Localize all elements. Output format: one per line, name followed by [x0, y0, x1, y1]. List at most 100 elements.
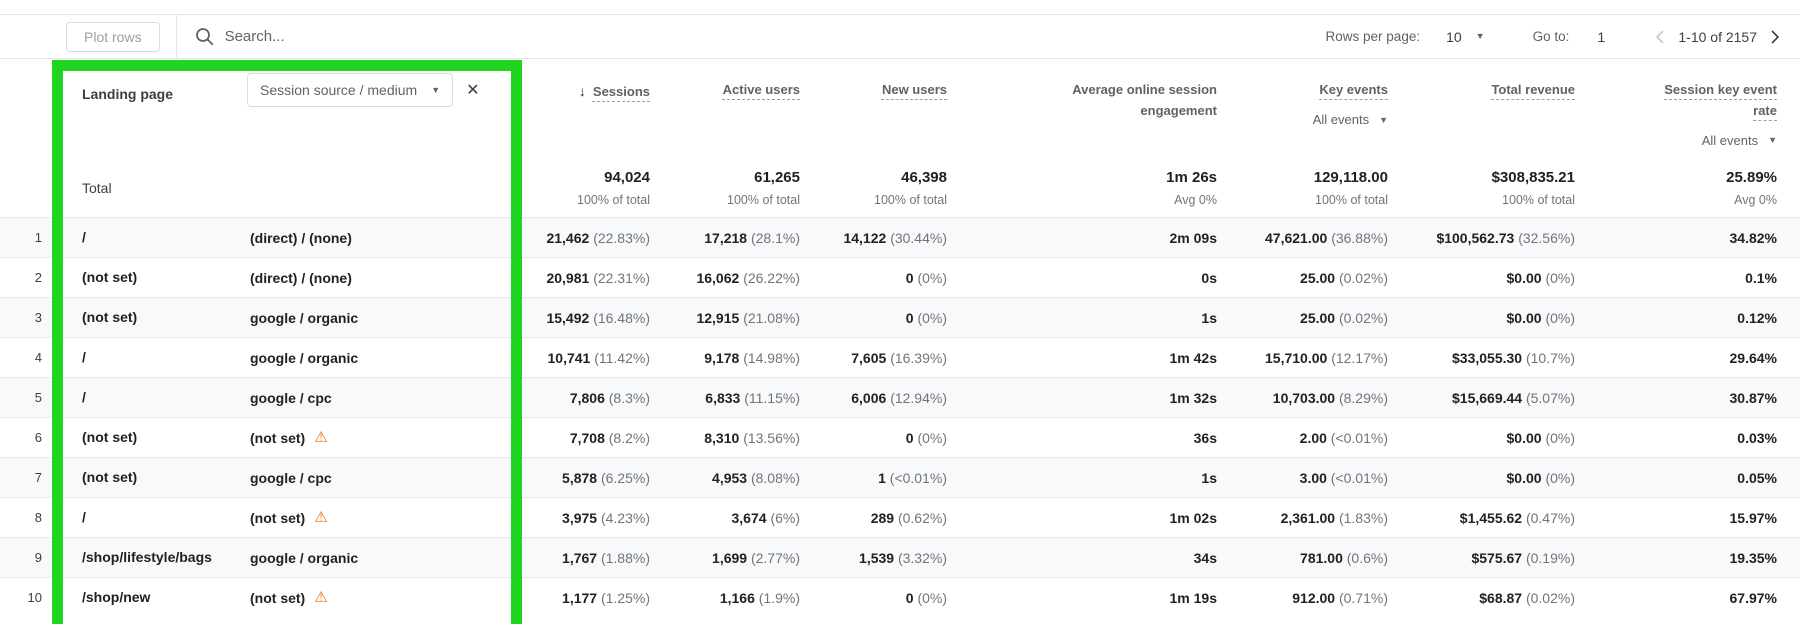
table-row: 4/google / organic 10,741 (11.42%) 9,178 (… [0, 337, 1800, 377]
metric-value: 20,981 [546, 269, 590, 286]
metric-value: 34s [1193, 549, 1217, 566]
sessions-cell: 1,767 (1.88%) [455, 550, 650, 566]
metric-share: (12.94%) [890, 389, 947, 406]
landing-page-column-header[interactable]: Landing page [82, 86, 173, 102]
sessions-header-label-line: ↓ Sessions [455, 80, 650, 103]
metric-value: 25.00 [1300, 309, 1336, 326]
total-value: 1m 26s [1166, 169, 1217, 186]
sessions-cell: 20,981 (22.31%) [455, 270, 650, 286]
metric-share: (1.25%) [600, 589, 650, 606]
avg-session-engagement-header-label: Average online session engagement [1072, 82, 1217, 118]
source-medium-cell: (direct) / (none) [230, 270, 455, 286]
metric-value: 1s [1201, 309, 1217, 326]
search-input[interactable] [224, 28, 645, 45]
metric-value: 0 [905, 429, 914, 446]
key-events-cell: 10,703.00 (8.29%) [1217, 390, 1388, 406]
metric-share: (8.2%) [608, 429, 650, 446]
metric-share: (1.83%) [1338, 509, 1388, 526]
session-key-event-rate-cell: 0.05% [1575, 470, 1777, 486]
source-medium-cell: google / organic [230, 350, 455, 366]
metric-value: 1m 42s [1169, 349, 1217, 366]
metric-value: 0 [905, 309, 914, 326]
active-users-column-header[interactable]: Active users [650, 59, 800, 101]
sessions-cell: 21,462 (22.83%) [455, 230, 650, 246]
plot-rows-button[interactable]: Plot rows [66, 21, 160, 52]
metric-value: 1,539 [859, 549, 895, 566]
key-events-column-header[interactable]: Key events All events ▼ [1217, 59, 1388, 131]
metric-share: (0.47%) [1525, 509, 1575, 526]
secondary-dimension-value: Session source / medium [260, 82, 418, 98]
new-users-cell: 14,122 (30.44%) [800, 230, 947, 246]
metric-share: (22.31%) [593, 269, 650, 286]
key-events-header-label-line: Key events [1217, 80, 1388, 101]
metric-share: (22.83%) [593, 229, 650, 246]
metric-share: (8.08%) [750, 469, 800, 486]
metric-share: (28.1%) [750, 229, 800, 246]
source-medium-value: (not set) [250, 429, 306, 446]
total-revenue-column-header[interactable]: Total revenue [1388, 59, 1575, 101]
source-medium-value: (direct) / (none) [250, 229, 352, 246]
avg-session-engagement-cell: 1m 19s [947, 590, 1217, 606]
source-medium-value: google / organic [250, 549, 359, 566]
new-users-column-header[interactable]: New users [800, 59, 947, 101]
metric-value: 7,605 [851, 349, 887, 366]
goto-page-input[interactable] [1597, 28, 1624, 45]
landing-page-cell: (not set) [82, 308, 138, 325]
metric-value: 47,621.00 [1265, 229, 1328, 246]
metric-share: (36.88%) [1331, 229, 1388, 246]
metric-value: 3,975 [562, 509, 598, 526]
landing-page-cell: / [82, 228, 86, 245]
table-row: 9/shop/lifestyle/bags google / organic 1,7… [0, 537, 1800, 577]
sessions-cell: 1,177 (1.25%) [455, 590, 650, 606]
session-key-event-rate-cell: 15.97% [1575, 510, 1777, 526]
metric-value: 36s [1193, 429, 1217, 446]
previous-page-button[interactable] [1651, 26, 1668, 48]
total-share: 100% of total [727, 193, 800, 207]
session-key-event-rate-cell: 34.82% [1575, 230, 1777, 246]
avg-session-engagement-cell: 1m 02s [947, 510, 1217, 526]
metric-share: (0.71%) [1338, 589, 1388, 606]
total-revenue-cell: $575.67 (0.19%) [1388, 550, 1575, 566]
total-value: $308,835.21 [1491, 169, 1575, 186]
avg-session-engagement-column-header[interactable]: Average online session engagement [947, 59, 1217, 122]
source-medium-cell: google / organic [230, 310, 455, 326]
sessions-column-header[interactable]: ↓ Sessions [455, 59, 650, 103]
new-users-header-label: New users [881, 82, 947, 97]
metric-share: (1.88%) [600, 549, 650, 566]
total-revenue-cell: $68.87 (0.02%) [1388, 590, 1575, 606]
metric-value: $0.00 [1506, 269, 1542, 286]
new-users-cell: 0 (0%) [800, 430, 947, 446]
metric-share: (26.22%) [743, 269, 800, 286]
metric-value: 1m 02s [1169, 509, 1217, 526]
metric-value: 0.12% [1737, 309, 1777, 326]
metric-share: (0%) [1545, 429, 1575, 446]
key-events-cell: 47,621.00 (36.88%) [1217, 230, 1388, 246]
metric-value: 912.00 [1292, 589, 1336, 606]
secondary-dimension-select[interactable]: Session source / medium ▼ [247, 73, 454, 107]
active-users-cell: 17,218 (28.1%) [650, 230, 800, 246]
total-value: 61,265 [754, 169, 800, 186]
key-events-cell: 15,710.00 (12.17%) [1217, 350, 1388, 366]
new-users-cell: 7,605 (16.39%) [800, 350, 947, 366]
next-page-button[interactable] [1767, 26, 1784, 48]
table-row: 1/(direct) / (none) 21,462 (22.83%) 17,218… [0, 217, 1800, 257]
pagination-controls: Rows per page: 10 ▼ Go to: 1-10 of 2157 [1326, 26, 1784, 48]
active-users-cell: 8,310 (13.56%) [650, 430, 800, 446]
key-events-event-filter-select[interactable]: All events ▼ [1217, 110, 1388, 131]
source-medium-cell: google / cpc [230, 390, 455, 406]
rows-per-page-select[interactable]: 10 ▼ [1446, 29, 1485, 45]
metric-value: 29.64% [1729, 349, 1777, 366]
session-key-event-rate-event-filter-select[interactable]: All events ▼ [1575, 131, 1777, 152]
remove-secondary-dimension-button[interactable]: ✕ [466, 82, 480, 99]
row-number: 6 [34, 430, 42, 445]
metric-value: 6,833 [705, 389, 741, 406]
sessions-cell: 7,708 (8.2%) [455, 430, 650, 446]
metric-value: 19.35% [1729, 549, 1777, 566]
metric-value: 7,806 [569, 389, 605, 406]
caret-down-icon: ▼ [1768, 135, 1777, 146]
total-revenue-cell: $0.00 (0%) [1388, 310, 1576, 326]
metric-value: 12,915 [696, 309, 740, 326]
active-users-header-label: Active users [722, 82, 800, 97]
session-key-event-rate-column-header[interactable]: Session key event rate All events ▼ [1575, 59, 1777, 151]
metric-value: 1,166 [719, 589, 755, 606]
